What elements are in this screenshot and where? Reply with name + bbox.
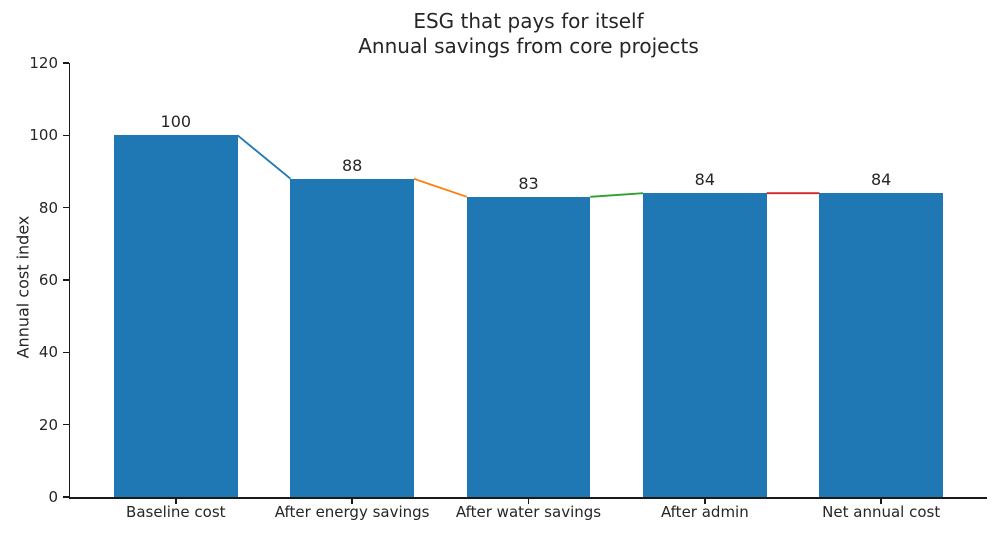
plot-area: 100 88 83 84 84 <box>70 63 987 497</box>
y-axis-spine <box>68 63 70 499</box>
x-tick-label: Net annual cost <box>822 503 941 521</box>
y-tick-label: 20 <box>38 415 58 434</box>
y-tick-label: 60 <box>38 271 58 289</box>
bar <box>819 193 943 497</box>
x-tick-label: After water savings <box>455 503 602 521</box>
y-tick-label: 120 <box>29 54 58 72</box>
y-tick <box>62 134 69 137</box>
connector-line <box>590 192 644 198</box>
x-tick-label: Baseline cost <box>126 503 226 521</box>
bar <box>643 193 767 497</box>
y-tick <box>62 496 69 498</box>
x-tick-label: After admin <box>660 503 749 521</box>
x-tick-label: After energy savings <box>274 503 430 521</box>
y-tick <box>62 279 69 281</box>
y-tick <box>62 423 69 426</box>
x-tick <box>527 497 530 504</box>
y-tick <box>62 206 69 209</box>
bar <box>290 178 414 497</box>
connector-lines-layer <box>236 134 820 198</box>
connector-line <box>236 134 292 180</box>
bar <box>466 196 591 497</box>
connector-line <box>413 177 468 198</box>
y-tick <box>62 351 69 354</box>
y-tick-label: 100 <box>29 126 58 145</box>
title-block: ESG that pays for itself Annual savings … <box>70 9 987 59</box>
bar <box>114 135 238 497</box>
x-tick <box>175 497 177 504</box>
x-tick <box>880 497 882 504</box>
y-tick-label: 40 <box>38 343 58 362</box>
y-tick-label: 80 <box>38 198 58 217</box>
chart-subtitle: Annual savings from core projects <box>358 34 699 58</box>
bar-value-label: 100 <box>160 112 192 132</box>
chart-title: ESG that pays for itself <box>413 9 644 33</box>
y-tick-label: 0 <box>48 488 58 506</box>
bar-value-label: 84 <box>871 170 892 190</box>
bar-value-label: 83 <box>518 173 539 193</box>
bar-value-label: 88 <box>341 155 363 175</box>
x-tick <box>351 497 353 504</box>
y-tick <box>62 62 69 64</box>
bar-value-label: 84 <box>694 170 716 190</box>
x-tick <box>704 497 706 504</box>
